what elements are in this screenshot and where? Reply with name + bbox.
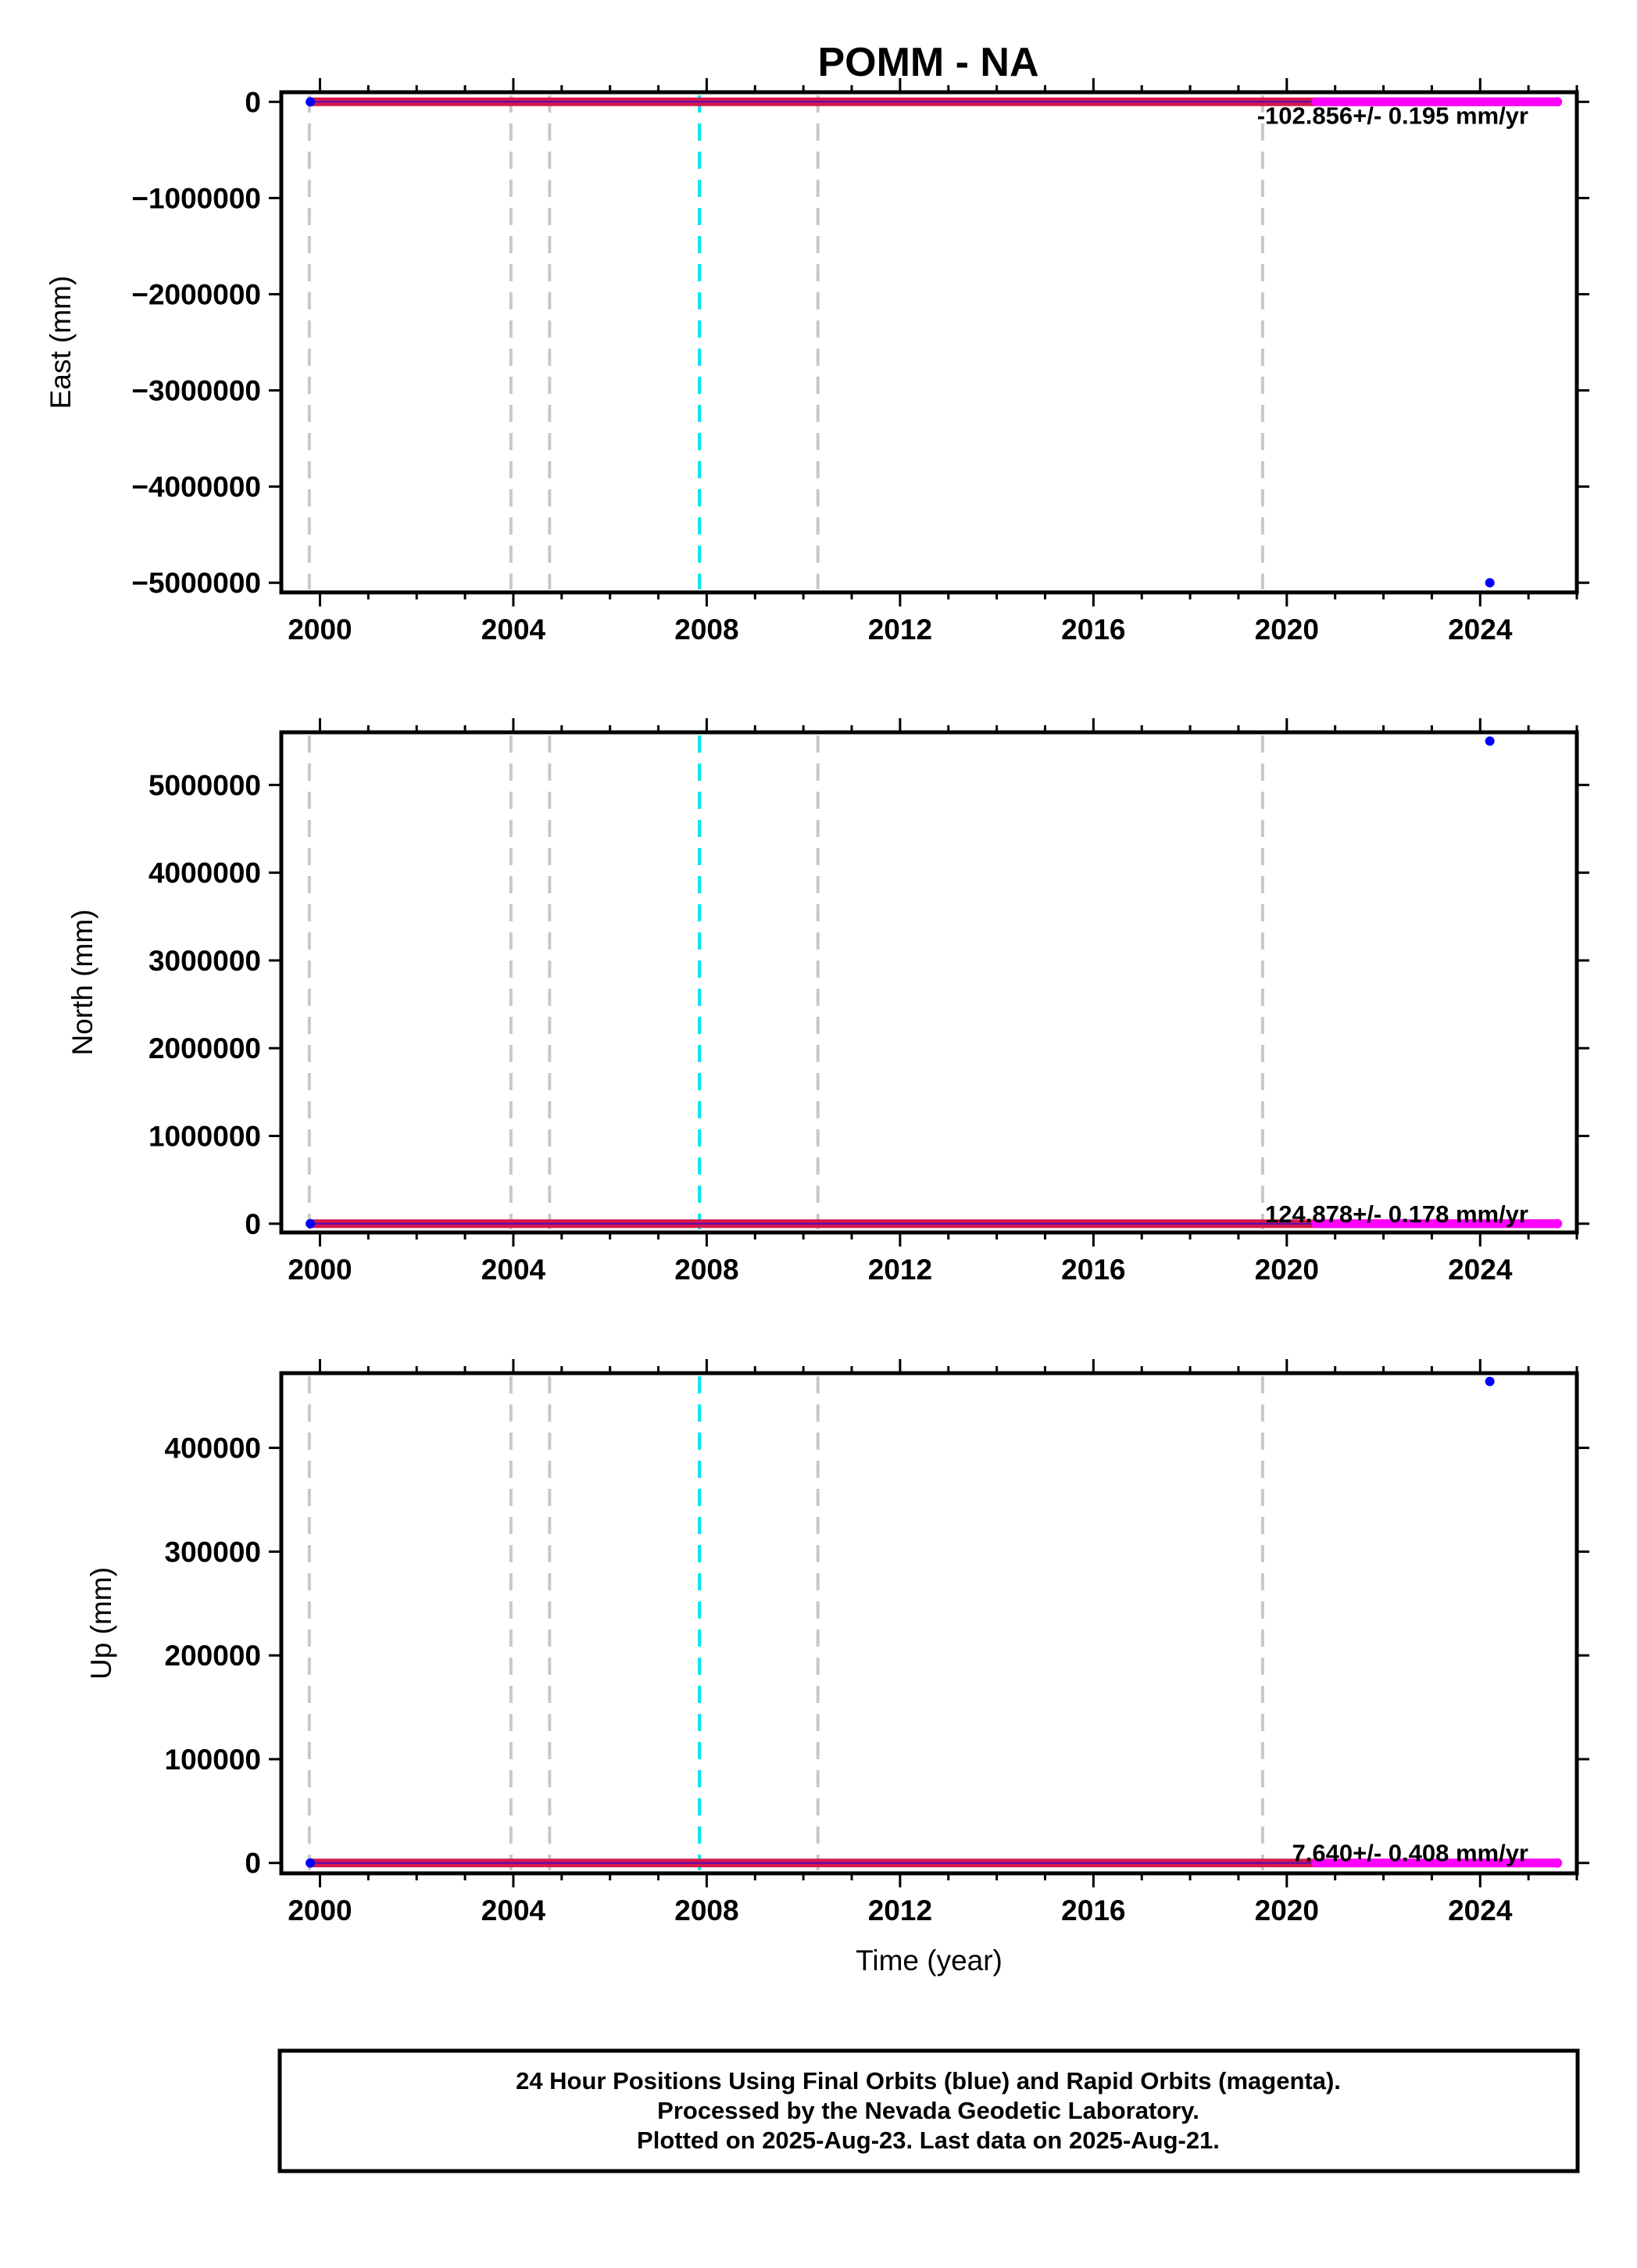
velocity-rate-label-north: 124.878+/- 0.178 mm/yr — [1265, 1200, 1528, 1228]
y-tick-label-north-4: 4000000 — [148, 857, 261, 889]
x-tick-label-up-1: 2004 — [481, 1894, 546, 1926]
footer-box: 24 Hour Positions Using Final Orbits (bl… — [277, 2048, 1580, 2173]
x-tick-label-north-2: 2008 — [674, 1254, 738, 1286]
velocity-rate-label-east: -102.856+/- 0.195 mm/yr — [1257, 102, 1528, 129]
y-tick-label-north-3: 3000000 — [148, 945, 261, 977]
x-tick-label-north-4: 2016 — [1061, 1254, 1125, 1286]
y-tick-label-up-2: 200000 — [165, 1640, 261, 1672]
y-tick-label-east-0: 0 — [245, 86, 261, 118]
chart-title: POMM - NA — [817, 40, 1038, 85]
x-tick-label-up-3: 2012 — [868, 1894, 932, 1926]
plot-area-north — [281, 732, 1577, 1232]
panel-east: 2000 2004 2008 2012 2016 2020 2024 0 −1000000 −20… — [45, 78, 1589, 646]
x-tick-label-east-4: 2016 — [1061, 614, 1125, 646]
y-tick-label-up-0: 0 — [245, 1848, 261, 1880]
x-tick-label-north-3: 2012 — [868, 1254, 932, 1286]
last-point-north — [1553, 1218, 1563, 1229]
footer-line-1: 24 Hour Positions Using Final Orbits (bl… — [516, 2067, 1341, 2095]
x-tick-label-north-6: 2024 — [1448, 1254, 1513, 1286]
x-tick-label-north-5: 2020 — [1255, 1254, 1319, 1286]
footer-line-2: Processed by the Nevada Geodetic Laborat… — [657, 2097, 1199, 2124]
y-tick-label-east-1: −1000000 — [131, 182, 261, 214]
y-tick-label-up-3: 300000 — [165, 1536, 261, 1568]
first-point-east — [306, 97, 316, 107]
footer-line-3: Plotted on 2025-Aug-23. Last data on 202… — [637, 2127, 1220, 2154]
y-tick-label-up-1: 100000 — [165, 1744, 261, 1776]
y-tick-label-north-5: 5000000 — [148, 769, 261, 801]
x-axis-label: Time (year) — [856, 1944, 1003, 1976]
y-tick-label-north-0: 0 — [245, 1208, 261, 1240]
last-point-up — [1553, 1858, 1563, 1868]
y-axis-label-up: Up (mm) — [85, 1567, 117, 1680]
x-tick-label-up-0: 2000 — [288, 1894, 352, 1926]
y-tick-label-north-1: 1000000 — [148, 1120, 261, 1152]
footer-frame — [277, 2048, 1580, 2173]
x-tick-label-east-2: 2008 — [674, 614, 738, 646]
outlier-point-north-0 — [1485, 736, 1495, 746]
y-tick-label-east-5: −5000000 — [131, 567, 261, 599]
x-tick-label-east-0: 2000 — [288, 614, 352, 646]
x-tick-label-east-3: 2012 — [868, 614, 932, 646]
x-tick-label-up-2: 2008 — [674, 1894, 738, 1926]
plot-area-east — [281, 92, 1577, 592]
plot-area-up — [281, 1373, 1577, 1873]
plot-frame-up — [279, 1371, 1579, 1876]
x-tick-label-east-5: 2020 — [1255, 614, 1319, 646]
x-tick-label-up-6: 2024 — [1448, 1894, 1513, 1926]
velocity-rate-label-up: 7.640+/- 0.408 mm/yr — [1292, 1840, 1528, 1867]
first-point-north — [306, 1218, 316, 1229]
x-tick-label-up-4: 2016 — [1061, 1894, 1125, 1926]
y-tick-label-up-4: 400000 — [165, 1433, 261, 1465]
outlier-point-up-0 — [1485, 1376, 1495, 1386]
y-tick-label-north-2: 2000000 — [148, 1032, 261, 1064]
panel-up: 2000 2004 2008 2012 2016 2020 2024 0 100000 20000… — [85, 1359, 1589, 1976]
panel-north: 2000 2004 2008 2012 2016 2020 2024 0 1000000 2000… — [66, 718, 1589, 1286]
x-tick-label-north-0: 2000 — [288, 1254, 352, 1286]
panels: 2000 2004 2008 2012 2016 2020 2024 0 −1000000 −20… — [45, 78, 1589, 1976]
y-tick-label-east-4: −4000000 — [131, 471, 261, 503]
outlier-point-east-0 — [1485, 578, 1495, 588]
x-tick-label-east-1: 2004 — [481, 614, 546, 646]
x-tick-label-north-1: 2004 — [481, 1254, 546, 1286]
y-axis-label-east: East (mm) — [45, 276, 77, 410]
x-tick-label-east-6: 2024 — [1448, 614, 1513, 646]
x-tick-label-up-5: 2020 — [1255, 1894, 1319, 1926]
y-axis-label-north: North (mm) — [66, 909, 98, 1055]
plot-frame-north — [279, 730, 1579, 1235]
first-point-up — [306, 1858, 316, 1868]
last-point-east — [1553, 97, 1563, 107]
y-tick-label-east-3: −3000000 — [131, 375, 261, 407]
plot-frame-east — [279, 90, 1579, 595]
y-tick-label-east-2: −2000000 — [131, 278, 261, 310]
